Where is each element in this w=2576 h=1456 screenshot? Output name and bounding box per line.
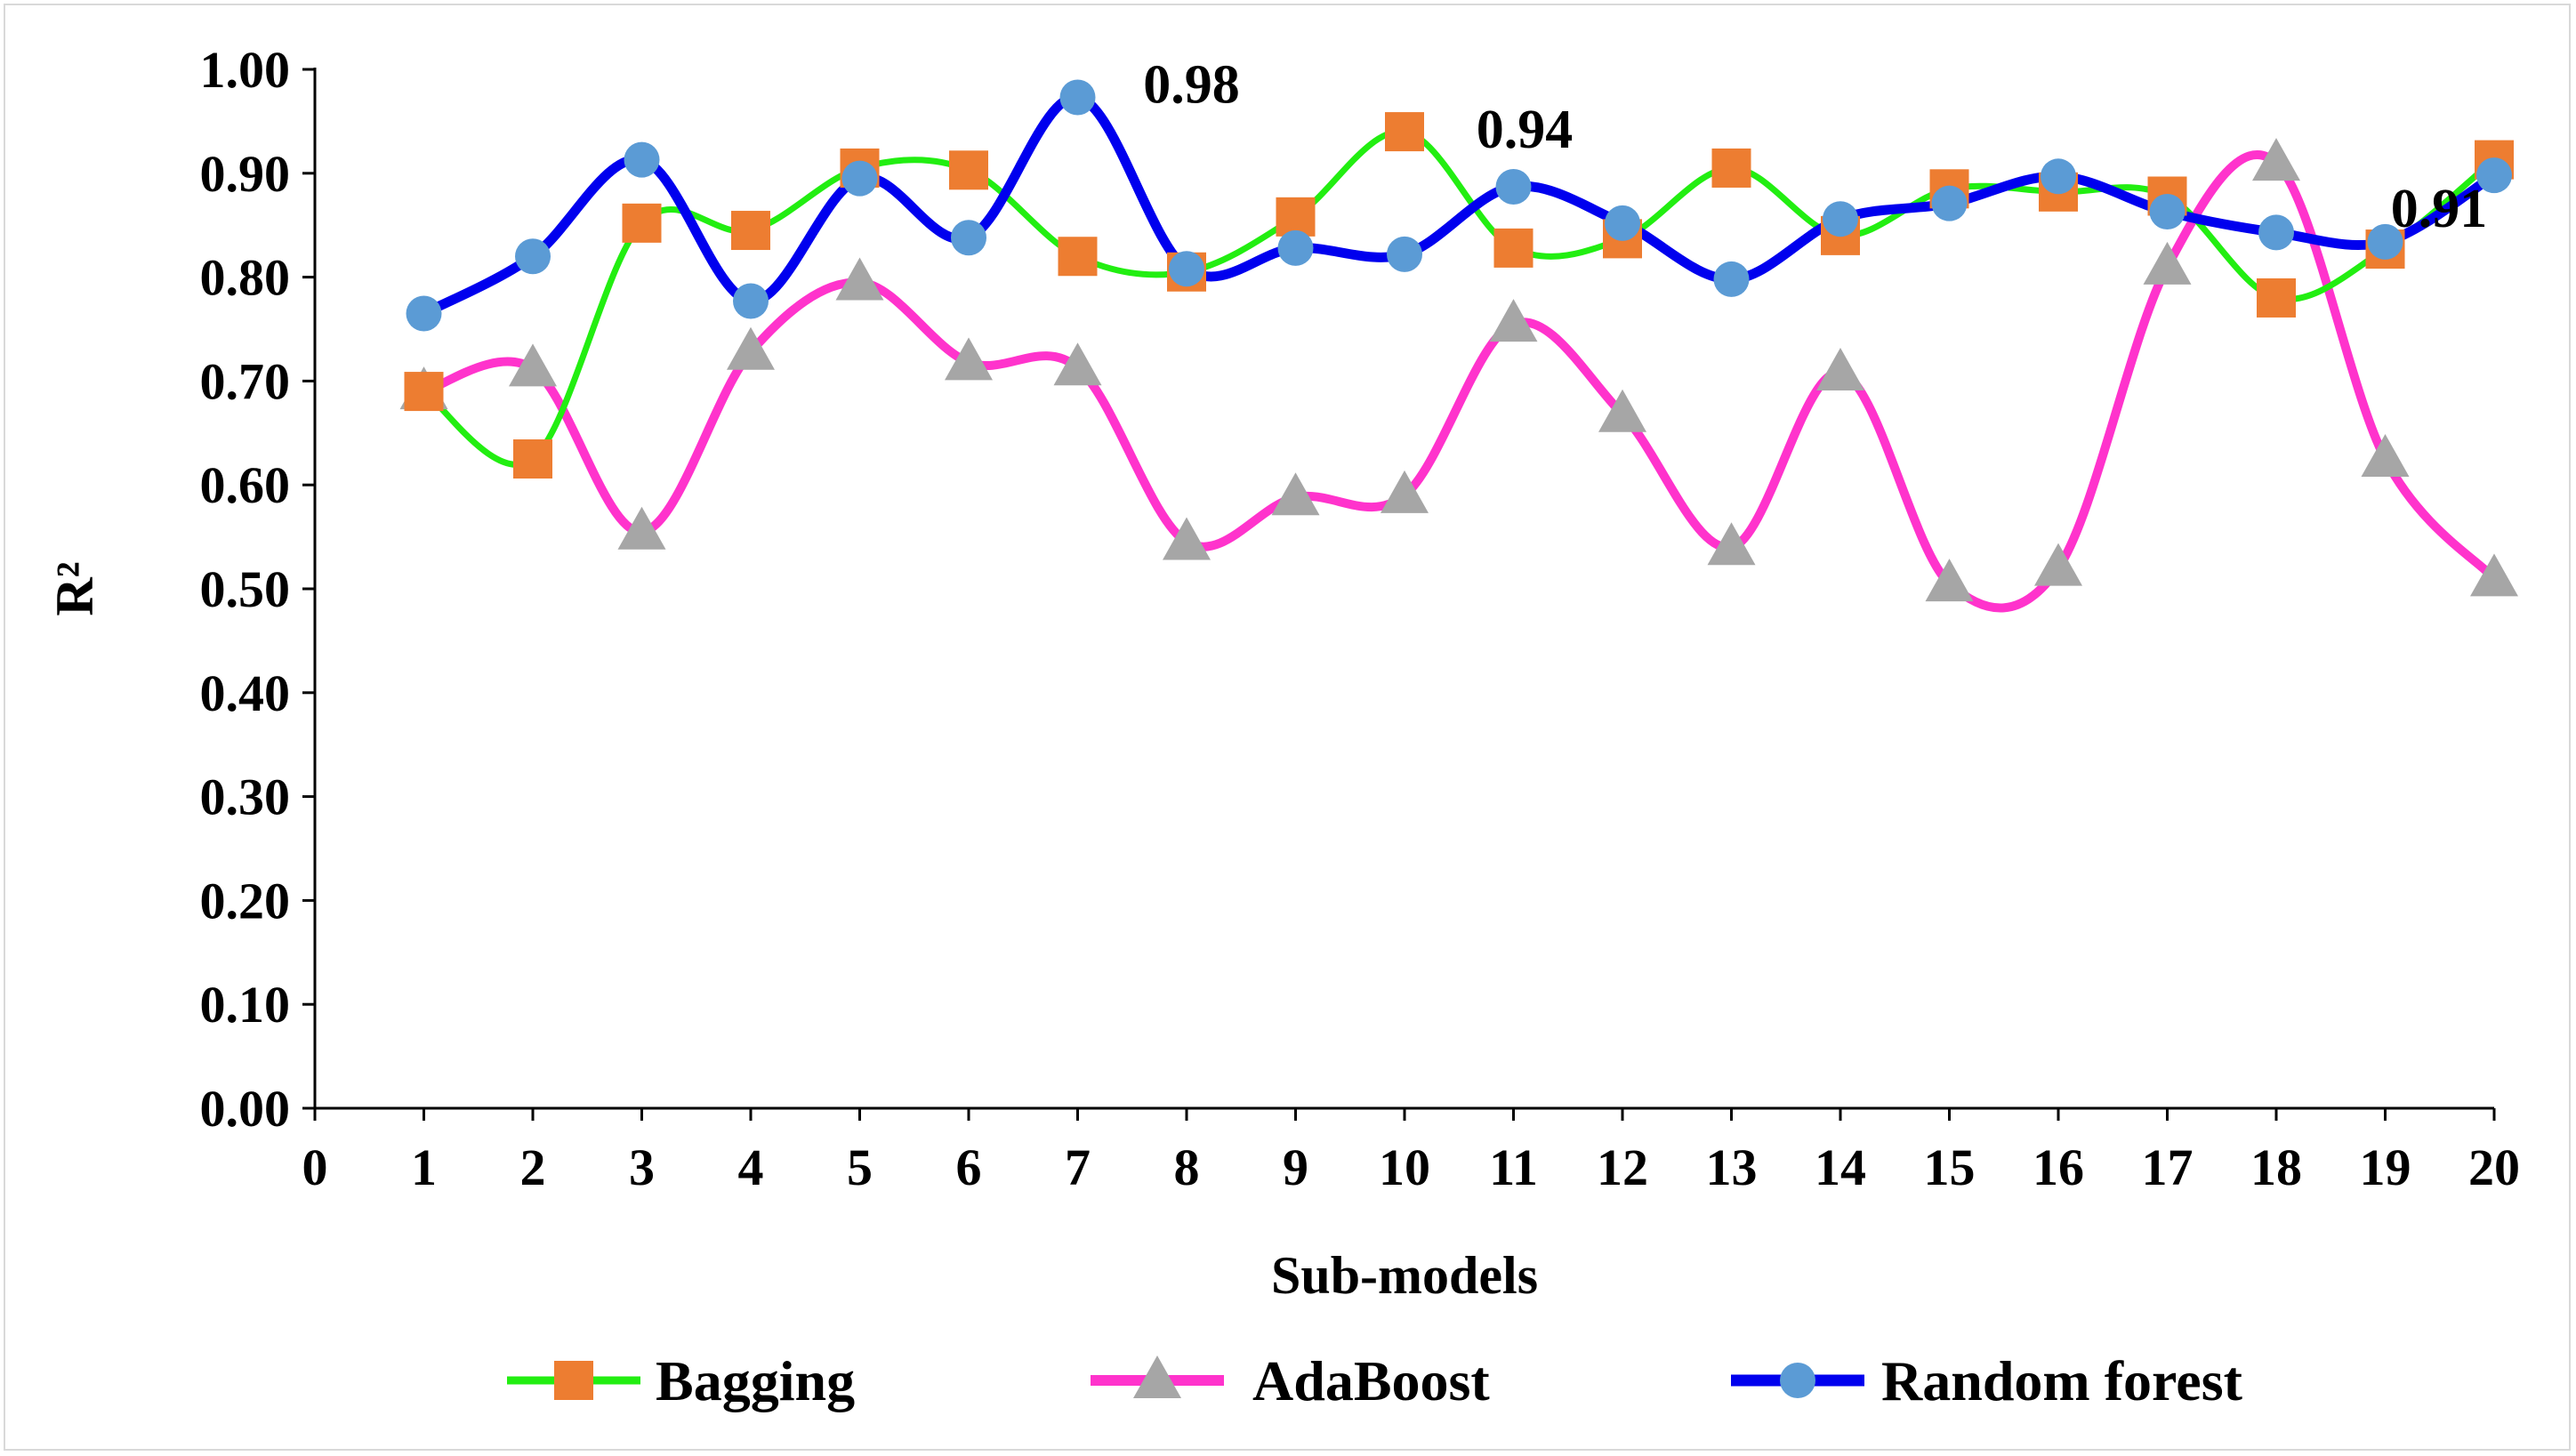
legend-label: Bagging <box>656 1349 855 1412</box>
data-point-circle-marker <box>1387 236 1422 272</box>
data-point-circle-marker <box>515 238 551 275</box>
data-point-square-marker <box>1711 148 1751 188</box>
x-tick-label: 17 <box>2142 1138 2194 1196</box>
x-tick-label: 11 <box>1489 1138 1538 1196</box>
data-point-circle-marker <box>2258 214 2294 251</box>
legend-circle-marker <box>1780 1363 1815 1398</box>
data-point-circle-marker <box>951 220 986 256</box>
x-tick-label: 7 <box>1065 1138 1091 1196</box>
y-tick-label: 0.90 <box>200 145 291 203</box>
x-tick-label: 2 <box>520 1138 546 1196</box>
data-label: 0.91 <box>2391 179 2488 239</box>
data-point-square-marker <box>622 203 662 243</box>
data-point-triangle-marker <box>617 506 666 550</box>
x-tick-label: 18 <box>2250 1138 2302 1196</box>
data-point-circle-marker <box>1605 205 1640 241</box>
y-axis-title: R² <box>45 561 104 615</box>
data-point-triangle-marker <box>1816 348 1864 391</box>
data-point-triangle-marker <box>2252 138 2300 181</box>
x-tick-label: 0 <box>302 1138 328 1196</box>
data-point-triangle-marker <box>2361 434 2410 477</box>
x-tick-label: 15 <box>1924 1138 1976 1196</box>
r2-line-chart: 0.00 0.10 0.20 0.30 0.40 0.50 0.60 0.70 0.80 0.90… <box>45 41 2520 1412</box>
x-tick-label: 13 <box>1706 1138 1758 1196</box>
data-point-triangle-marker <box>1163 517 1211 560</box>
data-label: 0.94 <box>1477 100 1574 160</box>
data-point-square-marker <box>1493 228 1534 268</box>
data-point-circle-marker <box>2041 158 2076 195</box>
data-point-circle-marker <box>1495 168 1532 205</box>
data-point-circle-marker <box>733 283 769 319</box>
x-tick-label: 5 <box>847 1138 873 1196</box>
y-tick-label: 0.70 <box>200 352 291 410</box>
data-point-triangle-marker <box>2034 543 2082 586</box>
data-point-circle-marker <box>1823 201 1858 237</box>
x-axis-title: Sub-models <box>1271 1246 1538 1305</box>
y-tick-label: 0.40 <box>200 664 291 722</box>
x-tick-label: 19 <box>2360 1138 2411 1196</box>
data-point-square-marker <box>404 372 444 412</box>
legend-label: AdaBoost <box>1252 1349 1490 1412</box>
data-point-triangle-marker <box>1271 472 1320 516</box>
data-point-circle-marker <box>2367 223 2403 260</box>
data-point-circle-marker <box>1169 251 1204 287</box>
data-point-square-marker <box>1058 237 1098 277</box>
data-point-triangle-marker <box>2470 553 2518 597</box>
x-tick-label: 8 <box>1174 1138 1200 1196</box>
data-point-square-marker <box>513 439 552 479</box>
data-point-triangle-marker <box>727 326 775 370</box>
data-point-triangle-marker <box>1489 299 1538 342</box>
legend: Bagging AdaBoost Random forest <box>507 1349 2243 1412</box>
data-point-triangle-marker <box>1598 389 1646 432</box>
x-tick-label: 16 <box>2033 1138 2084 1196</box>
legend-triangle-marker <box>1133 1355 1181 1398</box>
x-tick-label: 10 <box>1379 1138 1430 1196</box>
chart-frame: 0.00 0.10 0.20 0.30 0.40 0.50 0.60 0.70 0.80 0.90… <box>4 4 2571 1451</box>
y-tick-label: 0.20 <box>200 872 291 929</box>
x-tick-label: 20 <box>2468 1138 2520 1196</box>
data-point-triangle-marker <box>509 343 557 387</box>
legend-label: Random forest <box>1881 1349 2243 1412</box>
y-tick-label: 0.00 <box>200 1080 291 1138</box>
y-tick-label: 0.10 <box>200 976 291 1034</box>
data-point-triangle-marker <box>1925 559 1974 602</box>
x-tick-label: 3 <box>629 1138 655 1196</box>
data-point-square-marker <box>731 211 770 251</box>
x-tick-label: 12 <box>1597 1138 1648 1196</box>
y-tick-label: 1.00 <box>200 41 291 99</box>
x-tick-label: 6 <box>956 1138 982 1196</box>
y-tick-label: 0.50 <box>200 560 291 618</box>
data-point-triangle-marker <box>2143 241 2192 285</box>
data-point-circle-marker <box>2149 194 2186 230</box>
data-point-circle-marker <box>1277 229 1314 266</box>
data-point-triangle-marker <box>1707 522 1756 566</box>
data-point-triangle-marker <box>835 257 884 301</box>
data-point-circle-marker <box>841 160 878 197</box>
data-point-circle-marker <box>2476 157 2512 194</box>
data-point-circle-marker <box>1059 79 1096 116</box>
data-point-square-marker <box>949 150 988 190</box>
x-tick-label: 1 <box>411 1138 437 1196</box>
data-point-square-marker <box>2257 278 2296 318</box>
data-point-circle-marker <box>406 295 442 332</box>
data-point-triangle-marker <box>945 337 993 381</box>
data-point-circle-marker <box>624 141 660 178</box>
x-tick-label: 14 <box>1815 1138 1866 1196</box>
legend-square-marker <box>554 1361 593 1400</box>
data-point-square-marker <box>1276 197 1316 237</box>
data-label: 0.98 <box>1143 54 1240 115</box>
data-point-square-marker <box>1385 112 1424 152</box>
y-tick-label: 0.80 <box>200 249 291 307</box>
x-tick-label: 9 <box>1283 1138 1308 1196</box>
data-point-triangle-marker <box>1381 470 1429 513</box>
data-point-circle-marker <box>1713 261 1750 297</box>
data-point-triangle-marker <box>1053 342 1102 386</box>
data-point-circle-marker <box>1931 185 1968 221</box>
x-tick-label: 4 <box>738 1138 764 1196</box>
y-tick-label: 0.30 <box>200 768 291 826</box>
y-tick-label: 0.60 <box>200 456 291 514</box>
